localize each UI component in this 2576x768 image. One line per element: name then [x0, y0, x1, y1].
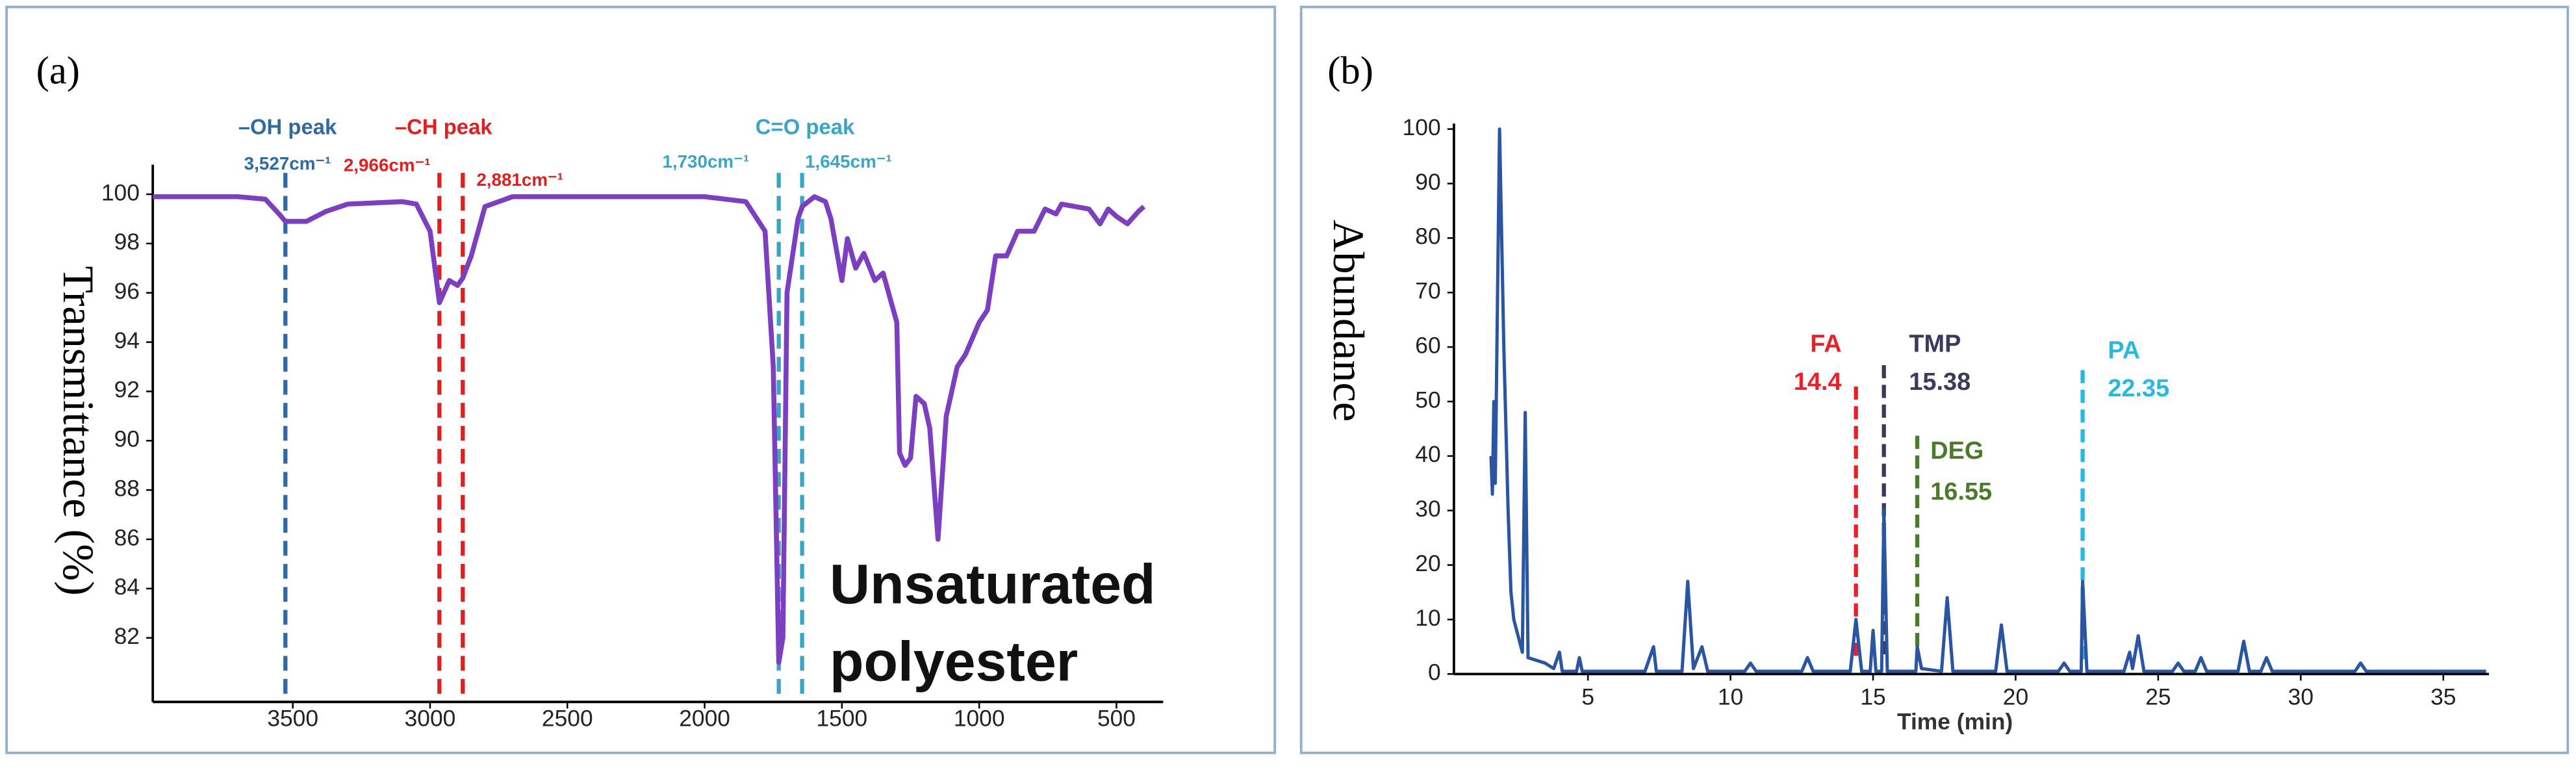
peak-name: TMP	[1909, 331, 1961, 358]
peak-name: –CH peak	[395, 115, 492, 139]
annotation: Unsaturated	[830, 554, 1156, 616]
peak-label: 2,881cm⁻¹	[476, 170, 563, 190]
y-tick-label: 92	[114, 377, 140, 403]
x-tick-label: 1500	[817, 705, 868, 731]
x-tick-label: 25	[2145, 684, 2171, 710]
peak-label: 15.38	[1909, 368, 1970, 396]
peak-name: FA	[1810, 331, 1841, 358]
x-tick-label: 10	[1718, 684, 1743, 710]
x-tick-label: 3500	[267, 705, 318, 731]
panel-label: (b)	[1327, 49, 1373, 92]
x-tick-label: 30	[2288, 684, 2314, 710]
y-tick-label: 94	[114, 327, 140, 353]
peak-label: 16.55	[1930, 478, 1992, 506]
panel-frame	[5, 5, 1277, 754]
y-tick-label: 100	[1403, 114, 1441, 140]
spectrum-line	[1489, 127, 2486, 673]
x-tick-label: 2500	[542, 705, 593, 731]
panel-frame	[1299, 5, 2570, 754]
y-tick-label: 60	[1415, 332, 1440, 358]
peak-name: C=O peak	[756, 115, 855, 139]
x-tick-label: 3000	[405, 705, 456, 731]
y-tick-label: 30	[1415, 496, 1440, 522]
y-tick-label: 84	[114, 574, 140, 600]
x-axis-label: Time (min)	[1897, 709, 2013, 735]
y-tick-label: 100	[101, 179, 140, 205]
x-tick-label: 5	[1581, 684, 1594, 710]
x-tick-label: 20	[2003, 684, 2028, 710]
y-tick-label: 10	[1415, 605, 1440, 631]
x-tick-label: 1000	[954, 705, 1005, 731]
x-tick-label: 2000	[679, 705, 730, 731]
y-tick-label: 20	[1415, 550, 1440, 576]
y-tick-label: 40	[1415, 441, 1440, 467]
y-tick-label: 0	[1428, 659, 1441, 685]
y-tick-label: 96	[114, 278, 140, 304]
peak-label: 1,730cm⁻¹	[662, 151, 749, 172]
spectrum-line	[153, 194, 1146, 665]
y-tick-label: 88	[114, 475, 140, 501]
y-tick-label: 82	[114, 623, 140, 649]
y-tick-label: 80	[1415, 224, 1440, 250]
panel-label: (a)	[36, 49, 80, 92]
peak-name: –OH peak	[238, 115, 337, 139]
peak-label: 2,966cm⁻¹	[344, 155, 431, 175]
peak-name: DEG	[1930, 437, 1983, 465]
y-tick-label: 90	[1415, 169, 1440, 195]
x-tick-label: 15	[1860, 684, 1885, 710]
x-tick-label: 35	[2430, 684, 2456, 710]
y-tick-label: 86	[114, 524, 140, 550]
peak-name: PA	[2108, 337, 2140, 365]
y-tick-label: 90	[114, 426, 140, 452]
peak-label: 1,645cm⁻¹	[805, 151, 892, 172]
peak-label: 22.35	[2108, 375, 2169, 402]
y-axis-label: Abundance	[1324, 220, 1373, 422]
x-tick-label: 500	[1097, 705, 1136, 731]
y-tick-label: 98	[114, 229, 140, 255]
y-tick-label: 70	[1415, 278, 1440, 304]
y-tick-label: 50	[1415, 387, 1440, 413]
peak-label: 14.4	[1794, 368, 1842, 396]
y-axis-label: Transmittance (%)	[54, 266, 103, 595]
annotation: polyester	[830, 630, 1078, 693]
peak-label: 3,527cm⁻¹	[244, 153, 331, 173]
